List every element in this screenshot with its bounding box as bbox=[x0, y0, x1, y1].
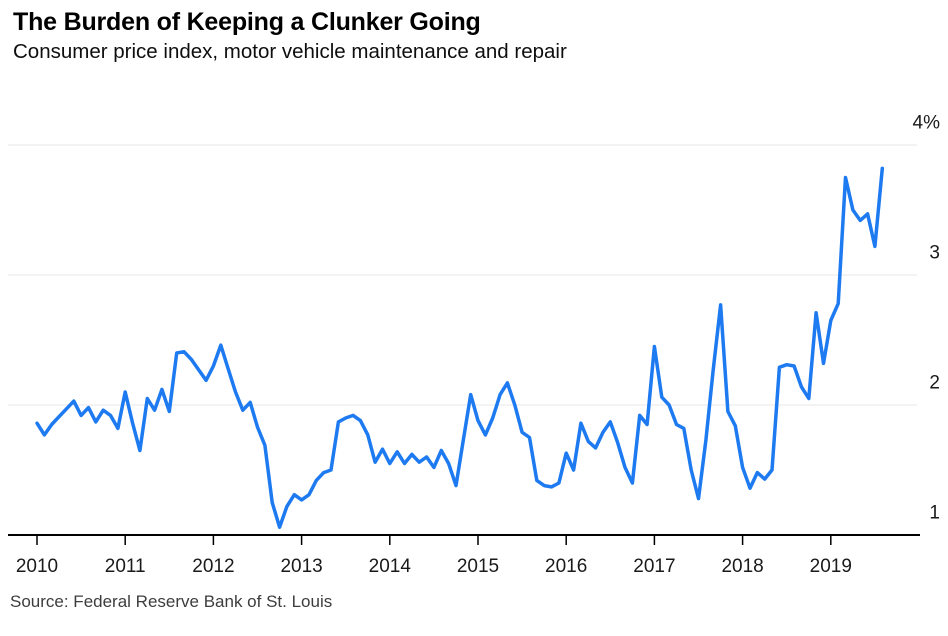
x-axis-label-2015: 2015 bbox=[457, 556, 499, 577]
x-axis-label-2010: 2010 bbox=[16, 556, 58, 577]
chart-subtitle: Consumer price index, motor vehicle main… bbox=[13, 40, 567, 63]
x-axis-label-2011: 2011 bbox=[105, 556, 146, 577]
y-axis-label-1: 1 bbox=[929, 503, 940, 524]
cpi-data-line bbox=[35, 166, 885, 529]
x-axis-label-2014: 2014 bbox=[369, 556, 412, 577]
y-axis-label-4: 4% bbox=[913, 113, 941, 134]
x-axis-label-2018: 2018 bbox=[721, 556, 763, 577]
y-axis-label-2: 2 bbox=[929, 373, 940, 394]
x-axis-label-2013: 2013 bbox=[280, 556, 322, 577]
chart-title: The Burden of Keeping a Clunker Going bbox=[13, 8, 481, 36]
x-axis-label-2017: 2017 bbox=[633, 556, 675, 577]
source-note: Source: Federal Reserve Bank of St. Loui… bbox=[10, 592, 333, 611]
x-axis-label-2012: 2012 bbox=[192, 556, 234, 577]
y-axis-label-3: 3 bbox=[929, 243, 940, 264]
x-axis-label-2019: 2019 bbox=[810, 556, 852, 577]
x-axis-label-2016: 2016 bbox=[545, 556, 587, 577]
